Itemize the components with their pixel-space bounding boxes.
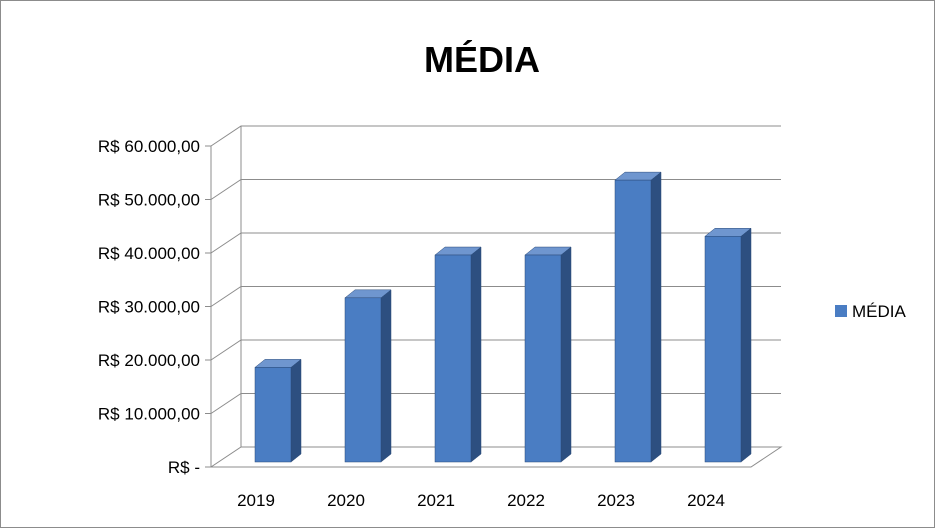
bar-2020 [344,289,392,463]
y-tick-label: R$ 60.000,00 [98,137,200,156]
y-tick-label: R$ 40.000,00 [98,244,200,263]
x-tick-label: 2023 [597,491,635,510]
x-tick-label: 2024 [687,491,725,510]
x-tick-label: 2022 [507,491,545,510]
bar-side [290,358,302,463]
bar-2023 [614,171,662,463]
gridline [210,339,781,361]
bar-2024 [704,227,752,463]
gridline [210,232,781,254]
y-tick-label: R$ 50.000,00 [98,191,200,210]
bar-front [254,367,292,463]
chart-title: MÉDIA [424,39,540,80]
gridline [210,286,781,307]
bar-front [434,254,472,463]
gridline [210,179,781,200]
gridline [210,125,781,147]
x-tick-label: 2020 [327,491,365,510]
chart-floor [209,446,783,468]
y-tick-label: R$ - [168,458,200,477]
bar-2022 [524,246,572,463]
x-tick-label: 2019 [237,491,275,510]
x-tick-label: 2021 [417,491,455,510]
bar-front [524,254,562,463]
y-tick-label: R$ 10.000,00 [98,405,200,424]
bar-series [254,171,752,463]
bar-front [344,297,382,463]
bar-side [740,227,752,463]
legend: MÉDIA [835,302,907,321]
legend-swatch [835,305,847,317]
y-tick-label: R$ 30.000,00 [98,298,200,317]
x-axis-labels: 2019 2020 2021 2022 2023 2024 [237,491,725,510]
gridlines [205,125,783,468]
gridline [210,393,781,414]
bar-front [614,179,652,463]
bar-side [560,246,572,463]
bar-2021 [434,246,482,463]
bar-side [470,246,482,463]
bar-side [380,289,392,463]
y-axis-ticks: R$ - R$ 10.000,00 R$ 20.000,00 R$ 30.000,00… [98,137,200,477]
y-tick-label: R$ 20.000,00 [98,351,200,370]
legend-label: MÉDIA [852,302,907,321]
bar-side [650,171,662,463]
bar-2019 [254,358,302,463]
bar-front [704,236,742,463]
